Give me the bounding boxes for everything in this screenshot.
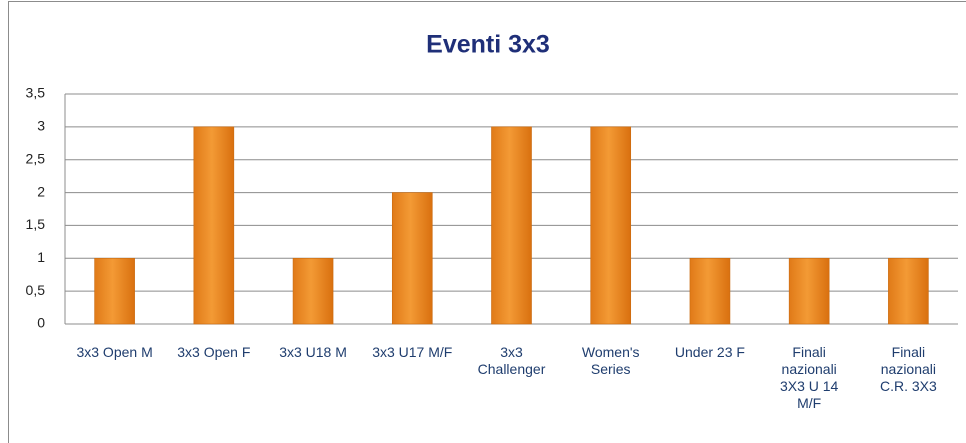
y-tick-label: 1 (37, 249, 45, 265)
y-tick-label: 2 (37, 183, 45, 199)
bar (292, 257, 334, 325)
x-tick-label: 3x3 Challenger (478, 344, 546, 377)
bar (888, 257, 929, 325)
y-tick-label: 1,5 (26, 216, 46, 232)
x-tick-label: 3x3 U18 M (279, 344, 347, 360)
bar (788, 257, 830, 325)
y-tick-label: 0,5 (26, 282, 46, 298)
bar (94, 257, 135, 325)
y-tick-label: 0 (37, 315, 45, 331)
x-tick-label: 3x3 U17 M/F (372, 344, 452, 360)
x-tick-label: Finali nazionali 3X3 U 14 M/F (780, 344, 839, 411)
chart-frame (8, 1, 966, 443)
x-tick-label: 3x3 Open F (177, 344, 250, 360)
y-tick-label: 2,5 (26, 150, 46, 166)
bar (193, 126, 235, 325)
bar (391, 192, 433, 325)
bar (491, 126, 532, 325)
x-tick-label: 3x3 Open M (76, 344, 152, 360)
bar (590, 126, 632, 325)
y-tick-label: 3 (37, 118, 45, 134)
bar (689, 257, 731, 325)
x-tick-label: Finali nazionali C.R. 3X3 (880, 344, 937, 394)
x-tick-label: Women's Series (582, 344, 640, 377)
chart-title: Eventi 3x3 (426, 31, 550, 59)
x-tick-label: Under 23 F (675, 344, 745, 360)
y-tick-label: 3,5 (26, 85, 46, 101)
